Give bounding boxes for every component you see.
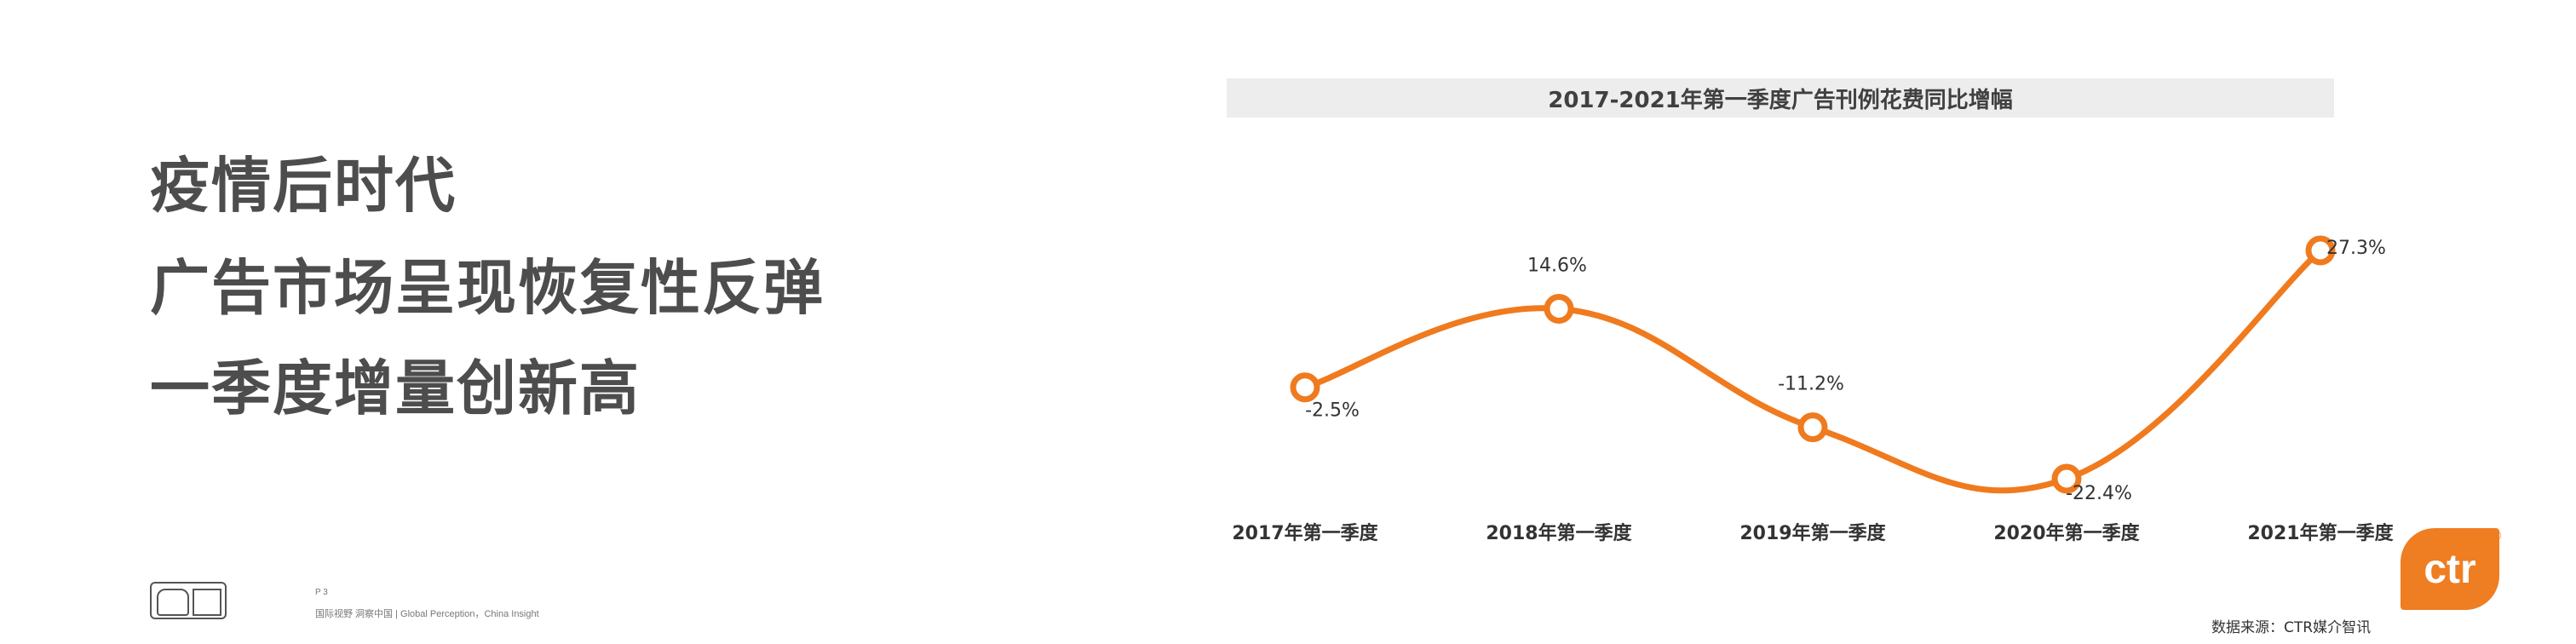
data-point: [1290, 372, 1320, 403]
headline-line-2: 广告市场呈现恢复性反弹: [150, 253, 825, 323]
data-label: -22.4%: [2066, 483, 2132, 504]
data-point: [2051, 463, 2082, 494]
ctr-logo: ctr: [2401, 528, 2499, 610]
x-tick-label: 2018年第一季度: [1486, 522, 1632, 544]
chart-title: 2017-2021年第一季度广告刊例花费同比增幅: [1227, 78, 2334, 118]
data-point: [2305, 235, 2336, 266]
page-number: P 3: [315, 588, 328, 597]
headline-line-3: 一季度增量创新高: [150, 354, 641, 423]
data-label: 27.3%: [2326, 238, 2386, 259]
x-tick-label: 2020年第一季度: [1993, 522, 2140, 544]
registered-mark: ®: [2493, 528, 2502, 542]
data-label: -11.2%: [1778, 374, 1844, 395]
x-tick-label: 2017年第一季度: [1232, 522, 1378, 544]
certification-mark-right: [193, 589, 221, 616]
data-source: 数据来源：CTR媒介智讯: [2211, 619, 2372, 636]
data-label: -2.5%: [1305, 400, 1360, 422]
data-point: [1544, 293, 1574, 324]
footer-slogan: 国际视野 洞察中国 | Global Perception，China Insi…: [315, 609, 539, 619]
data-point: [1797, 412, 1828, 443]
certification-logo: [150, 582, 227, 619]
series-line: [1302, 247, 2324, 494]
x-tick-label: 2021年第一季度: [2247, 522, 2394, 544]
x-tick-label: 2019年第一季度: [1739, 522, 1886, 544]
data-label: 14.6%: [1527, 255, 1587, 276]
headline-line-1: 疫情后时代: [150, 151, 457, 221]
certification-mark-left: [157, 589, 189, 616]
